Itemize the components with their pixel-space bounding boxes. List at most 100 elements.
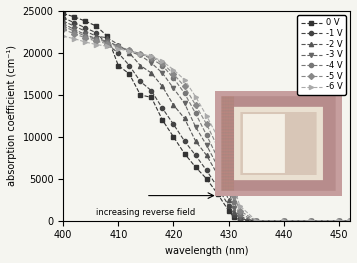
-2 V <box>232 211 236 214</box>
-2 V <box>94 34 98 38</box>
-2 V <box>149 72 154 75</box>
-4 V <box>72 29 76 33</box>
-6 V <box>72 37 76 40</box>
-3 V <box>105 40 109 43</box>
-2 V <box>205 154 209 157</box>
-1 V <box>171 123 176 126</box>
0 V <box>83 19 87 23</box>
-2 V <box>72 24 76 28</box>
0 V <box>171 135 176 138</box>
-4 V <box>232 201 236 204</box>
-6 V <box>254 219 258 222</box>
0 V <box>237 218 242 221</box>
-5 V <box>205 123 209 126</box>
-3 V <box>337 219 341 222</box>
-5 V <box>193 103 198 107</box>
-4 V <box>182 92 187 95</box>
-3 V <box>182 102 187 105</box>
-1 V <box>348 219 352 222</box>
-4 V <box>83 34 87 38</box>
-3 V <box>254 219 258 222</box>
-3 V <box>193 125 198 128</box>
-3 V <box>72 28 76 31</box>
-6 V <box>193 95 198 98</box>
-4 V <box>193 112 198 115</box>
0 V <box>232 216 236 219</box>
-5 V <box>116 45 120 49</box>
Line: -1 V: -1 V <box>61 16 352 223</box>
-5 V <box>127 49 131 52</box>
-2 V <box>182 117 187 120</box>
-3 V <box>116 45 120 48</box>
0 V <box>127 72 131 75</box>
-4 V <box>105 41 109 44</box>
-5 V <box>83 36 87 39</box>
-6 V <box>337 219 341 222</box>
-4 V <box>116 45 120 48</box>
-4 V <box>205 134 209 137</box>
-6 V <box>127 50 131 53</box>
0 V <box>149 96 154 99</box>
-3 V <box>226 190 231 193</box>
0 V <box>94 24 98 28</box>
0 V <box>61 12 65 15</box>
-1 V <box>138 80 142 83</box>
-2 V <box>160 85 165 88</box>
-2 V <box>127 51 131 54</box>
-1 V <box>182 139 187 143</box>
-3 V <box>160 72 165 75</box>
Line: -4 V: -4 V <box>61 24 352 223</box>
-3 V <box>94 37 98 40</box>
-3 V <box>138 54 142 57</box>
-2 V <box>254 219 258 222</box>
-1 V <box>216 186 220 189</box>
-5 V <box>254 219 258 222</box>
-2 V <box>105 36 109 39</box>
-6 V <box>348 219 352 222</box>
-1 V <box>149 89 154 92</box>
-5 V <box>94 40 98 43</box>
-6 V <box>232 186 236 189</box>
-1 V <box>61 16 65 19</box>
Line: -2 V: -2 V <box>61 19 352 223</box>
-4 V <box>94 38 98 41</box>
-3 V <box>232 207 236 210</box>
0 V <box>337 219 341 222</box>
-6 V <box>105 45 109 48</box>
0 V <box>216 192 220 195</box>
-3 V <box>171 87 176 90</box>
-5 V <box>282 219 286 222</box>
Legend: 0 V, -1 V, -2 V, -3 V, -4 V, -5 V, -6 V: 0 V, -1 V, -2 V, -3 V, -4 V, -5 V, -6 V <box>297 15 346 95</box>
Line: -6 V: -6 V <box>61 34 352 223</box>
-2 V <box>216 173 220 176</box>
0 V <box>282 219 286 222</box>
-1 V <box>337 219 341 222</box>
-1 V <box>237 218 242 221</box>
Y-axis label: absorption coefficient (cm⁻¹): absorption coefficient (cm⁻¹) <box>7 45 17 186</box>
Line: 0 V: 0 V <box>61 11 352 223</box>
-2 V <box>348 219 352 222</box>
Line: -5 V: -5 V <box>61 27 352 223</box>
Line: -3 V: -3 V <box>61 22 352 223</box>
-5 V <box>61 28 65 31</box>
-2 V <box>337 219 341 222</box>
0 V <box>205 177 209 180</box>
-6 V <box>216 135 220 138</box>
Text: increasing reverse field: increasing reverse field <box>96 208 196 217</box>
-1 V <box>72 21 76 24</box>
-5 V <box>105 42 109 45</box>
-1 V <box>105 43 109 46</box>
-4 V <box>337 219 341 222</box>
-5 V <box>237 209 242 212</box>
-1 V <box>127 64 131 67</box>
-2 V <box>193 139 198 143</box>
-2 V <box>116 43 120 46</box>
0 V <box>348 219 352 222</box>
0 V <box>116 64 120 67</box>
-4 V <box>254 219 258 222</box>
-5 V <box>138 52 142 55</box>
-5 V <box>160 61 165 64</box>
-4 V <box>138 52 142 55</box>
-5 V <box>149 55 154 59</box>
-3 V <box>83 33 87 36</box>
